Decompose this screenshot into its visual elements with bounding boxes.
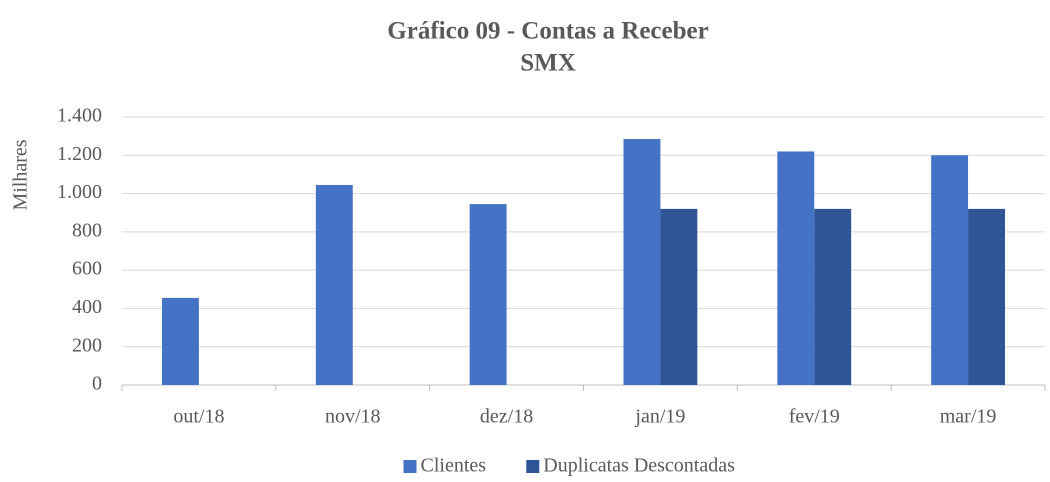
x-tick-label: jan/19: [634, 406, 685, 428]
legend-label: Duplicatas Descontadas: [543, 455, 735, 477]
chart-title: SMX: [520, 50, 576, 77]
y-tick-label: 1.000: [57, 181, 102, 203]
y-tick-label: 600: [72, 258, 102, 280]
bar: [777, 151, 815, 385]
legend-label: Clientes: [421, 455, 487, 477]
bar: [968, 208, 1006, 385]
y-tick-label: 1.400: [57, 105, 102, 127]
y-tick-label: 800: [72, 219, 102, 241]
chart-title: Gráfico 09 - Contas a Receber: [387, 18, 708, 45]
legend-swatch: [403, 460, 417, 473]
x-tick-label: nov/18: [325, 406, 381, 428]
x-tick-label: fev/19: [789, 406, 840, 428]
y-axis-label: Milhares: [10, 139, 32, 210]
bar: [315, 184, 353, 385]
legend-swatch: [526, 460, 540, 473]
bar: [161, 297, 199, 385]
bar: [814, 208, 852, 385]
bar: [660, 208, 698, 385]
y-tick-label: 200: [72, 334, 102, 356]
bar: [469, 204, 507, 385]
x-tick-label: mar/19: [940, 406, 997, 428]
x-tick-label: dez/18: [480, 406, 533, 428]
bar: [623, 139, 661, 385]
x-tick-label: out/18: [173, 406, 224, 428]
bar: [931, 155, 969, 385]
y-tick-label: 0: [92, 373, 102, 395]
y-tick-label: 400: [72, 296, 102, 318]
y-tick-label: 1.200: [57, 143, 102, 165]
